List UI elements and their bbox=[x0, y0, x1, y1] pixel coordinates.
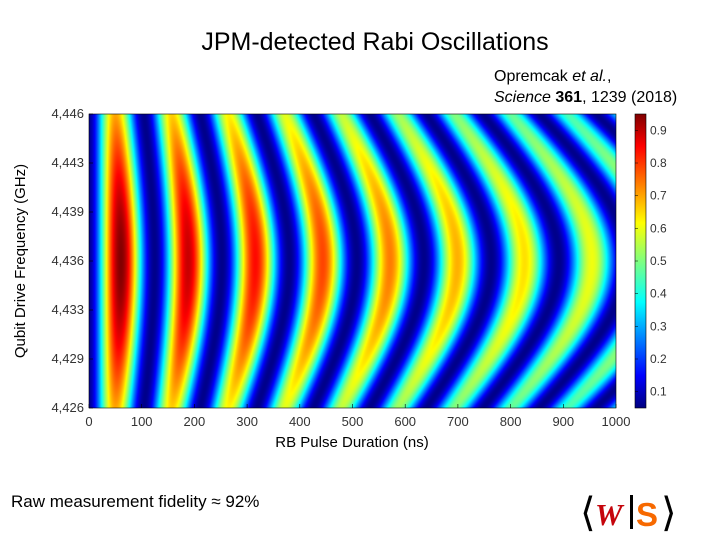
x-tick-label: 600 bbox=[394, 414, 416, 429]
fidelity-value: 92% bbox=[225, 492, 260, 511]
colorbar-tick-label: 0.5 bbox=[650, 254, 667, 268]
x-tick-label: 1000 bbox=[602, 414, 631, 429]
x-tick-label: 700 bbox=[447, 414, 469, 429]
y-tick-label: 4,439 bbox=[51, 204, 84, 219]
y-axis-label: Qubit Drive Frequency (GHz) bbox=[12, 164, 29, 358]
colorbar-tick-label: 0.6 bbox=[650, 221, 667, 235]
heatmap-area bbox=[89, 114, 616, 408]
logo-divider bbox=[630, 495, 633, 529]
y-tick-label: 4,426 bbox=[51, 400, 84, 415]
chart-title: JPM-detected Rabi Oscillations bbox=[201, 28, 549, 56]
x-tick-label: 400 bbox=[289, 414, 311, 429]
fidelity-note: Raw measurement fidelity ≈ 92% bbox=[11, 492, 259, 512]
citation-volume: 361 bbox=[555, 89, 583, 106]
y-tick-label: 4,433 bbox=[51, 302, 84, 317]
logo-s-letter: S bbox=[636, 496, 658, 533]
colorbar-ticks: 0.1 0.2 0.3 0.4 0.5 0.6 0.7 0.8 0.9 bbox=[635, 123, 667, 399]
colorbar-tick-label: 0.7 bbox=[650, 189, 667, 203]
logo-left-bracket: ⟨ bbox=[580, 490, 596, 534]
y-tick-label: 4,429 bbox=[51, 351, 84, 366]
x-tick-label: 100 bbox=[131, 414, 153, 429]
x-tick-label: 500 bbox=[342, 414, 364, 429]
logo-w-letter: W bbox=[595, 497, 625, 532]
y-axis: 4,426 4,429 4,433 4,436 4,439 4,443 4,446 bbox=[51, 106, 93, 415]
y-tick-label: 4,443 bbox=[51, 155, 84, 170]
x-axis: 0 100 200 300 400 500 600 700 800 900 1000 bbox=[85, 404, 630, 429]
colorbar-tick-label: 0.9 bbox=[650, 123, 667, 137]
citation-journal: Science bbox=[494, 89, 551, 106]
y-tick-label: 4,436 bbox=[51, 253, 84, 268]
colorbar-tick-label: 0.4 bbox=[650, 287, 667, 301]
y-tick-label: 4,446 bbox=[51, 106, 84, 121]
colorbar-tick-label: 0.3 bbox=[650, 319, 667, 333]
x-tick-label: 800 bbox=[500, 414, 522, 429]
x-axis-label: RB Pulse Duration (ns) bbox=[275, 434, 428, 451]
x-tick-label: 200 bbox=[184, 414, 206, 429]
x-tick-label: 900 bbox=[552, 414, 574, 429]
university-logo: ⟨ W S ⟩ bbox=[580, 490, 677, 534]
x-tick-label: 300 bbox=[236, 414, 258, 429]
citation-authors: Opremcak bbox=[494, 68, 568, 85]
colorbar-tick-label: 0.8 bbox=[650, 156, 667, 170]
colorbar-tick-label: 0.1 bbox=[650, 385, 667, 399]
fidelity-label: Raw measurement fidelity bbox=[11, 492, 207, 511]
citation: Opremcak et al., Science 361, 1239 (2018… bbox=[494, 68, 678, 106]
x-tick-label: 0 bbox=[85, 414, 92, 429]
citation-rest: , 1239 (2018) bbox=[582, 89, 678, 106]
colorbar-tick-label: 0.2 bbox=[650, 352, 667, 366]
citation-et-al: et al. bbox=[572, 68, 607, 85]
approx-symbol: ≈ bbox=[211, 492, 221, 511]
logo-right-bracket: ⟩ bbox=[661, 490, 677, 534]
